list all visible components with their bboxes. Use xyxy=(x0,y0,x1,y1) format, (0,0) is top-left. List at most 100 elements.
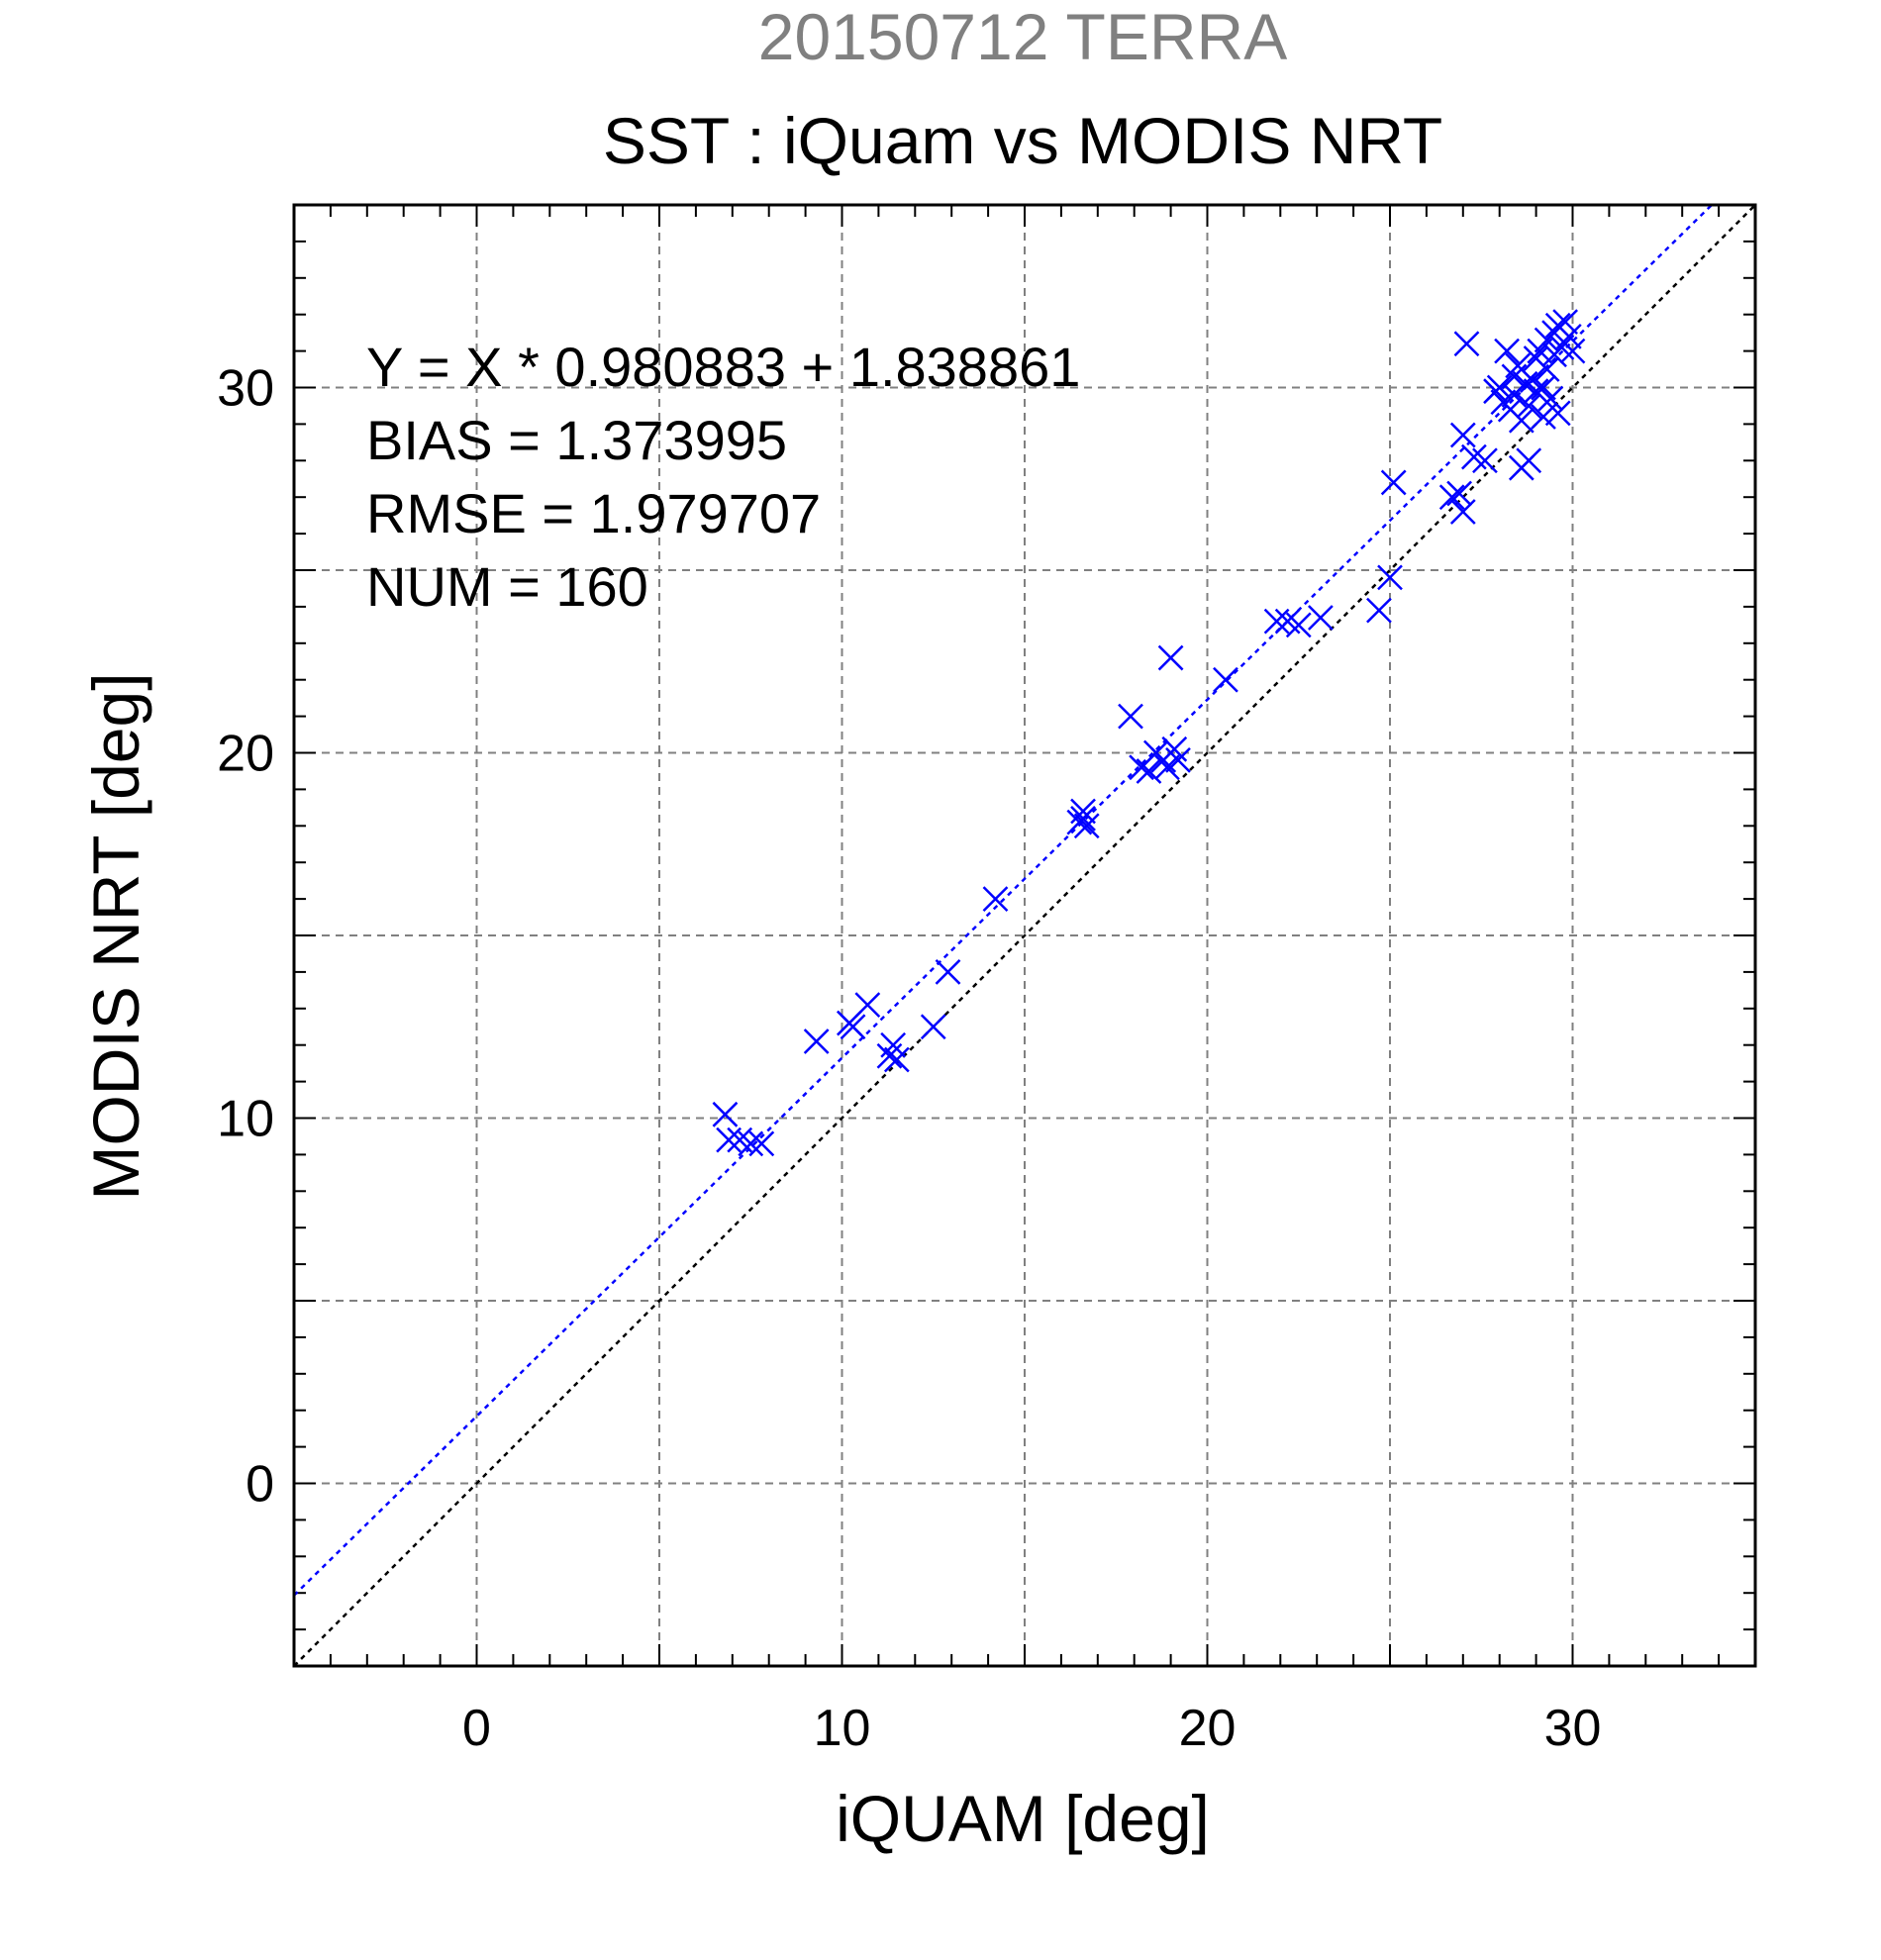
data-point-stroke xyxy=(1070,806,1096,832)
data-point-stroke xyxy=(1308,605,1334,631)
data-point xyxy=(1154,754,1180,781)
y-axis-label: MODIS NRT [deg] xyxy=(79,672,152,1200)
data-point-stroke xyxy=(840,1014,866,1040)
data-point xyxy=(1377,564,1403,591)
data-point-stroke xyxy=(1377,564,1403,591)
data-point xyxy=(1118,703,1143,730)
data-point-stroke xyxy=(1523,378,1549,405)
data-point-stroke xyxy=(1073,813,1100,839)
data-point xyxy=(1073,813,1100,839)
data-point-stroke xyxy=(1472,447,1498,474)
y-tick-label: 0 xyxy=(246,1456,274,1514)
data-point xyxy=(1438,484,1465,511)
data-point xyxy=(1537,385,1564,412)
data-point-stroke xyxy=(1527,338,1553,364)
data-point-stroke xyxy=(1555,323,1582,349)
data-point xyxy=(1534,356,1560,382)
data-point-stroke xyxy=(1165,746,1191,773)
data-point-stroke xyxy=(1213,666,1238,693)
data-point xyxy=(1165,746,1191,773)
data-point-stroke xyxy=(854,992,881,1018)
tick-labels: 0 10 20 30 0 10 20 30 xyxy=(217,360,1601,1758)
data-point xyxy=(1552,309,1579,335)
chart-subtitle: SST : iQuam vs MODIS NRT xyxy=(603,104,1442,177)
data-point xyxy=(1157,644,1184,671)
data-point-stroke xyxy=(1161,735,1188,762)
data-point-stroke xyxy=(1516,393,1542,419)
data-point-stroke xyxy=(1366,597,1392,624)
y-tick-label: 20 xyxy=(217,726,274,783)
data-point xyxy=(1516,393,1542,419)
data-point xyxy=(982,886,1009,912)
data-point-stroke xyxy=(1118,703,1143,730)
x-tick-label: 30 xyxy=(1544,1700,1602,1757)
grid xyxy=(294,205,1755,1666)
data-point xyxy=(1555,323,1582,349)
x-tick-label: 0 xyxy=(462,1700,491,1757)
data-point-stroke xyxy=(1460,443,1487,470)
data-points xyxy=(712,309,1586,1157)
data-point xyxy=(1380,469,1407,496)
data-point-stroke xyxy=(1136,758,1162,784)
y-tick-label: 10 xyxy=(217,1091,274,1148)
data-point-stroke xyxy=(1380,469,1407,496)
data-point xyxy=(920,1014,946,1040)
data-point-stroke xyxy=(738,1130,764,1157)
data-point xyxy=(1449,422,1476,448)
data-point-stroke xyxy=(1505,352,1532,379)
data-point xyxy=(1453,331,1480,357)
data-point-stroke xyxy=(1449,499,1476,525)
minor-ticks xyxy=(294,205,1755,1666)
data-point-stroke xyxy=(1531,404,1556,430)
data-point-stroke xyxy=(935,959,961,985)
data-point xyxy=(748,1130,775,1157)
data-point-stroke xyxy=(803,1029,830,1054)
data-point-stroke xyxy=(1274,608,1301,635)
data-point xyxy=(803,1029,830,1054)
annotation-fit-equation: Y = X * 0.980883 + 1.838861 xyxy=(366,336,1080,398)
data-point-stroke xyxy=(1070,798,1096,825)
data-point xyxy=(1494,338,1520,364)
data-point xyxy=(1285,612,1312,638)
data-point xyxy=(1308,605,1334,631)
data-point xyxy=(1449,499,1476,525)
plot-frame xyxy=(292,203,1757,1668)
data-point-stroke xyxy=(1537,385,1564,412)
data-point xyxy=(880,1031,907,1058)
data-point-stroke xyxy=(1531,374,1556,401)
annotation-bias: BIAS = 1.373995 xyxy=(366,409,787,471)
annotation-num: NUM = 160 xyxy=(366,555,648,618)
data-point-stroke xyxy=(1263,608,1290,635)
data-point-stroke xyxy=(1552,309,1579,335)
data-point-stroke xyxy=(1544,400,1571,427)
data-point xyxy=(854,992,881,1018)
x-tick-label: 10 xyxy=(814,1700,871,1757)
data-point-stroke xyxy=(1449,422,1476,448)
data-point-stroke xyxy=(1548,335,1575,360)
data-point xyxy=(1136,758,1162,784)
data-point xyxy=(1486,374,1513,401)
data-point-stroke xyxy=(1438,484,1465,511)
data-point xyxy=(712,1101,739,1127)
data-point-stroke xyxy=(1494,338,1520,364)
data-point xyxy=(1523,378,1549,405)
chart-title: 20150712 TERRA xyxy=(758,0,1287,73)
data-point xyxy=(1070,806,1096,832)
identity-line xyxy=(294,205,1755,1666)
data-point xyxy=(1559,338,1586,364)
data-point xyxy=(1516,447,1542,474)
data-point-stroke xyxy=(883,1046,910,1073)
data-point xyxy=(935,959,961,985)
data-point-stroke xyxy=(1559,338,1586,364)
data-point xyxy=(1263,608,1290,635)
y-tick-label: 30 xyxy=(217,360,274,418)
data-point xyxy=(840,1014,866,1040)
data-point-stroke xyxy=(1516,447,1542,474)
data-point-stroke xyxy=(880,1031,907,1058)
data-point xyxy=(1544,400,1571,427)
data-point xyxy=(1472,447,1498,474)
data-point xyxy=(1527,338,1553,364)
data-point-stroke xyxy=(716,1127,742,1153)
data-point-stroke xyxy=(1534,356,1560,382)
data-point xyxy=(1508,407,1534,434)
